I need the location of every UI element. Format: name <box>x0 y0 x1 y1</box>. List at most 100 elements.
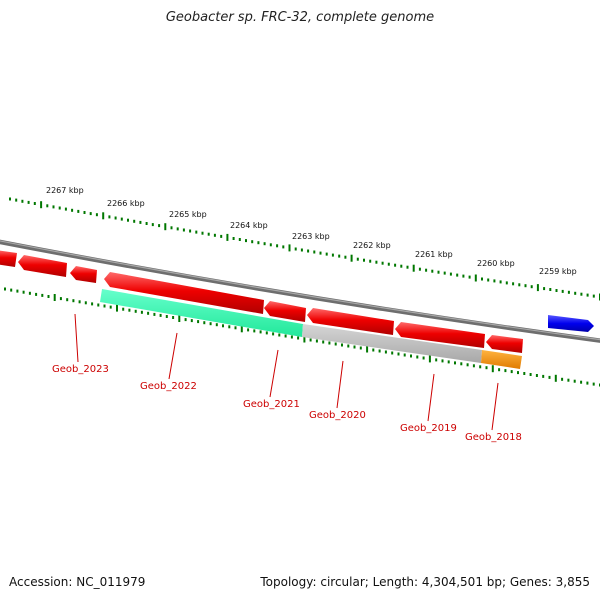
gene-label[interactable]: Geob_2018 <box>465 432 522 443</box>
gene-label[interactable]: Geob_2019 <box>400 423 457 434</box>
scale-major-tick <box>366 345 369 353</box>
scale-minor-tick <box>363 258 365 262</box>
gene-reverse-2024[interactable] <box>18 255 67 277</box>
scale-minor-tick <box>64 207 67 211</box>
scale-minor-tick <box>487 278 490 282</box>
scale-minor-tick <box>441 359 444 363</box>
gene-label[interactable]: Geob_2020 <box>309 410 366 421</box>
scale-minor-tick <box>517 371 519 375</box>
scale-minor-tick <box>443 271 446 275</box>
gene-reverse-2020[interactable] <box>307 308 394 335</box>
scale-minor-tick <box>201 231 204 235</box>
scale-minor-tick <box>59 297 62 301</box>
scale-minor-tick <box>548 375 551 379</box>
scale-minor-tick <box>41 293 44 297</box>
gene-label[interactable]: Geob_2022 <box>140 381 197 392</box>
scale-minor-tick <box>103 304 106 308</box>
scale-major-tick <box>226 233 229 241</box>
feature-band <box>100 289 522 369</box>
scale-minor-tick <box>140 310 143 314</box>
scale-minor-tick <box>454 361 456 365</box>
scale-minor-tick <box>338 254 341 258</box>
gene-label-leaders <box>74 313 499 431</box>
gene-forward-2258[interactable] <box>548 315 594 332</box>
scale-major-tick <box>240 325 243 333</box>
scale-minor-tick <box>472 364 475 368</box>
scale-minor-tick <box>319 251 322 255</box>
scale-minor-tick <box>403 353 406 357</box>
scale-minor-tick <box>251 240 254 244</box>
scale-minor-tick <box>22 290 25 294</box>
gene-reverse-2021[interactable] <box>264 301 306 322</box>
scale-minor-tick <box>468 275 471 279</box>
scale-minor-tick <box>353 345 356 349</box>
scale-minor-tick <box>21 199 24 203</box>
scale-minor-tick <box>259 330 262 334</box>
scale-major-tick <box>164 223 167 231</box>
scale-minor-tick <box>505 281 508 285</box>
scale-minor-tick <box>276 244 279 248</box>
scale-minor-tick <box>561 289 564 293</box>
lower-scale-track <box>4 287 600 387</box>
scale-minor-tick <box>580 380 583 384</box>
scale-minor-tick <box>66 298 69 302</box>
scale-minor-tick <box>77 209 80 213</box>
gene-reverse-2019[interactable] <box>395 322 485 348</box>
scale-major-tick <box>350 254 353 262</box>
gene-reverse-fragment[interactable] <box>0 250 17 267</box>
leader-line <box>491 382 499 431</box>
scale-minor-tick <box>83 211 86 214</box>
scale-major-tick <box>116 304 118 312</box>
scale-minor-tick <box>573 379 576 383</box>
gene-reverse-2022[interactable] <box>104 272 264 314</box>
scale-minor-tick <box>46 204 49 208</box>
feature-green[interactable] <box>100 289 303 337</box>
scale-minor-tick <box>158 224 161 228</box>
gene-reverse-2018[interactable] <box>486 335 523 353</box>
scale-minor-tick <box>387 262 390 266</box>
leader-line <box>168 332 178 380</box>
scale-minor-tick <box>375 260 378 264</box>
scale-minor-tick <box>381 261 384 265</box>
scale-minor-tick <box>435 358 438 362</box>
scale-minor-tick <box>498 368 501 372</box>
gene-label[interactable]: Geob_2021 <box>243 399 300 410</box>
scale-minor-tick <box>9 197 11 201</box>
scale-minor-tick <box>203 321 206 325</box>
scale-minor-tick <box>378 349 381 353</box>
scale-minor-tick <box>384 350 387 354</box>
genome-backbone <box>0 239 600 343</box>
scale-minor-tick <box>122 307 125 311</box>
gene-label[interactable]: Geob_2023 <box>52 364 109 375</box>
scale-major-tick <box>536 284 539 292</box>
scale-minor-tick <box>28 291 31 295</box>
scale-minor-tick <box>253 329 256 333</box>
gene-reverse-2023[interactable] <box>70 266 97 283</box>
scale-major-tick <box>102 212 105 220</box>
scale-minor-tick <box>120 217 123 221</box>
scale-major-tick <box>491 365 494 373</box>
scale-minor-tick <box>567 378 570 382</box>
scale-minor-tick <box>282 245 285 249</box>
scale-minor-tick <box>197 320 200 324</box>
scale-minor-tick <box>325 252 328 256</box>
scale-minor-tick <box>33 202 36 205</box>
scale-minor-tick <box>331 253 334 257</box>
scale-minor-tick <box>313 250 316 254</box>
scale-minor-tick <box>555 289 558 292</box>
scale-minor-tick <box>530 285 533 289</box>
scale-minor-tick <box>307 249 310 253</box>
map-title: Geobacter sp. FRC-32, complete genome <box>165 10 435 25</box>
scale-minor-tick <box>580 292 583 296</box>
scale-minor-tick <box>238 238 241 241</box>
feature-orange[interactable] <box>481 350 522 369</box>
scale-minor-tick <box>592 294 595 298</box>
scale-minor-tick <box>290 335 293 339</box>
scale-minor-tick <box>151 223 154 227</box>
scale-major-tick <box>288 244 291 252</box>
leader-line <box>74 313 79 363</box>
scale-minor-tick <box>16 289 19 293</box>
scale-minor-tick <box>153 312 156 316</box>
feature-gray[interactable] <box>302 324 482 363</box>
